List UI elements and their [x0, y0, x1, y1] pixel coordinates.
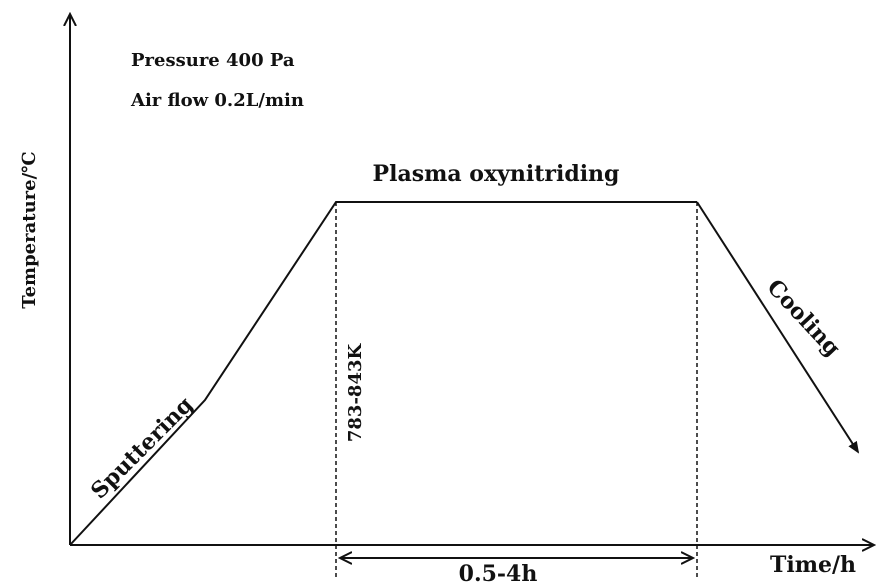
cooling-arrow: [696, 201, 860, 454]
temperature-range-label: 783-843K: [345, 343, 366, 443]
x-axis-label: Time/h: [770, 552, 856, 578]
y-axis-label: Temperature/℃: [19, 151, 40, 309]
air-flow-label: Air flow 0.2L/min: [130, 90, 304, 111]
temperature-profile-curve: [69, 201, 697, 546]
pressure-label: Pressure 400 Pa: [131, 50, 295, 71]
sputtering-label: Sputtering: [86, 392, 198, 504]
cooling-label: Cooling: [762, 274, 846, 361]
duration-label: 0.5-4h: [459, 561, 538, 583]
plasma-oxynitriding-label: Plasma oxynitriding: [373, 161, 620, 187]
